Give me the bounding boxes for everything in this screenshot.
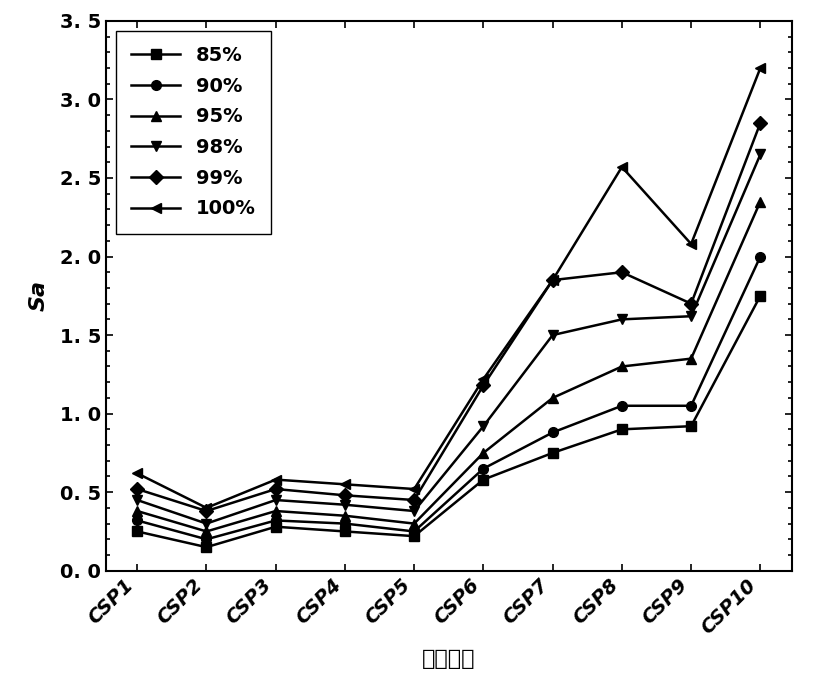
- 95%: [340, 512, 350, 520]
- 99%: [478, 381, 488, 390]
- 98%: [756, 150, 765, 159]
- 100%: [340, 480, 350, 489]
- 100%: [410, 485, 419, 493]
- 99%: [617, 268, 627, 276]
- Line: 99%: 99%: [132, 118, 765, 516]
- 100%: [686, 240, 696, 248]
- 85%: [271, 523, 281, 531]
- 95%: [410, 519, 419, 528]
- 99%: [686, 299, 696, 308]
- 90%: [340, 519, 350, 528]
- X-axis label: 试件编号: 试件编号: [422, 649, 476, 669]
- 85%: [686, 422, 696, 430]
- 95%: [686, 354, 696, 363]
- 90%: [478, 464, 488, 473]
- 99%: [132, 485, 142, 493]
- Line: 98%: 98%: [132, 150, 765, 528]
- 98%: [202, 519, 211, 528]
- 98%: [271, 496, 281, 504]
- 90%: [202, 535, 211, 544]
- 98%: [617, 315, 627, 324]
- 90%: [686, 402, 696, 410]
- 90%: [132, 516, 142, 525]
- 90%: [756, 253, 765, 261]
- 99%: [756, 119, 765, 127]
- 95%: [617, 363, 627, 371]
- 99%: [202, 507, 211, 515]
- 90%: [410, 528, 419, 536]
- 98%: [686, 312, 696, 320]
- 90%: [548, 428, 557, 436]
- 95%: [478, 449, 488, 457]
- 85%: [132, 528, 142, 536]
- 85%: [617, 425, 627, 434]
- Line: 100%: 100%: [132, 63, 765, 513]
- 95%: [548, 394, 557, 402]
- 85%: [548, 449, 557, 457]
- 85%: [202, 543, 211, 551]
- 100%: [478, 375, 488, 383]
- 85%: [478, 475, 488, 484]
- Line: 95%: 95%: [132, 197, 765, 537]
- 98%: [410, 507, 419, 515]
- 99%: [548, 276, 557, 284]
- Line: 85%: 85%: [132, 291, 765, 552]
- 95%: [132, 507, 142, 515]
- 99%: [271, 485, 281, 493]
- 98%: [548, 331, 557, 339]
- 100%: [756, 64, 765, 72]
- 85%: [340, 528, 350, 536]
- 90%: [617, 402, 627, 410]
- 99%: [340, 491, 350, 500]
- 85%: [756, 292, 765, 300]
- 95%: [756, 198, 765, 206]
- 95%: [271, 507, 281, 515]
- 98%: [478, 422, 488, 430]
- 90%: [271, 516, 281, 525]
- Line: 90%: 90%: [132, 252, 765, 544]
- 100%: [132, 469, 142, 477]
- 100%: [617, 163, 627, 171]
- 98%: [340, 500, 350, 509]
- 100%: [271, 475, 281, 484]
- 99%: [410, 496, 419, 504]
- 98%: [132, 496, 142, 504]
- 95%: [202, 528, 211, 536]
- 100%: [202, 504, 211, 512]
- 100%: [548, 276, 557, 284]
- 85%: [410, 532, 419, 540]
- Y-axis label: Sa: Sa: [29, 280, 49, 311]
- Legend: 85%, 90%, 95%, 98%, 99%, 100%: 85%, 90%, 95%, 98%, 99%, 100%: [116, 31, 271, 234]
